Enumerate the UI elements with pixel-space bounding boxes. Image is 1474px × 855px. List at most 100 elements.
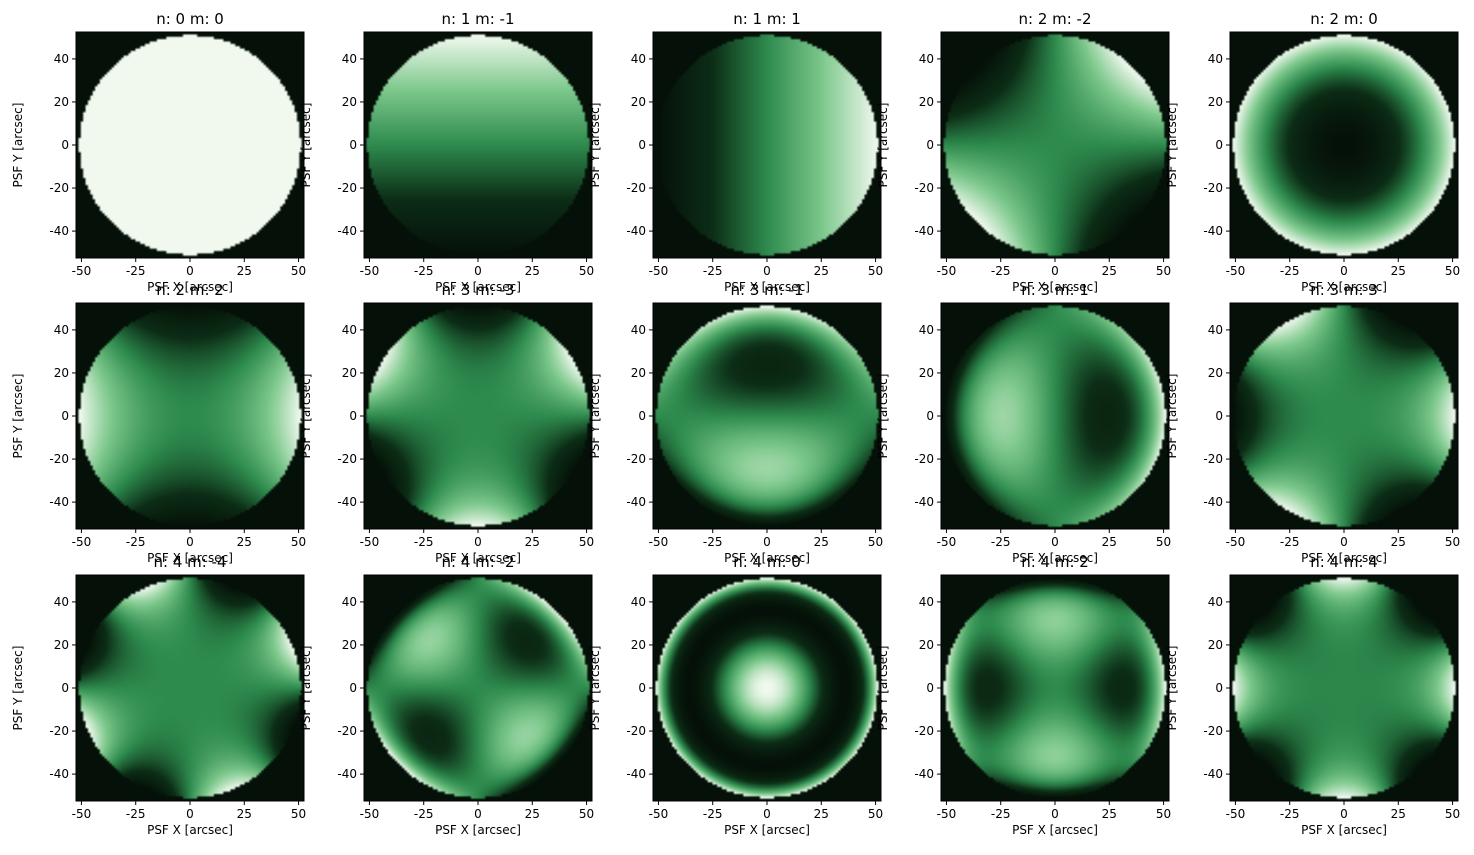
subplot-title: n: 3 m: 3 bbox=[1310, 281, 1378, 299]
x-axis-label: PSF X [arcsec] bbox=[435, 280, 521, 294]
x-tick-label: 25 bbox=[237, 535, 252, 549]
y-axis-label: PSF Y [arcsec] bbox=[876, 646, 890, 731]
y-tick-label: -20 bbox=[1203, 452, 1223, 466]
zernike-heatmap bbox=[364, 575, 592, 801]
zernike-heatmap bbox=[653, 575, 881, 801]
y-tick-label: 20 bbox=[631, 638, 646, 652]
x-tick-label: -25 bbox=[991, 807, 1011, 821]
x-axis-label: PSF X [arcsec] bbox=[724, 551, 810, 565]
y-axis-label: PSF Y [arcsec] bbox=[299, 646, 313, 731]
y-tick-label: -20 bbox=[49, 181, 69, 195]
y-tick-label: 20 bbox=[342, 638, 357, 652]
x-tick-label: 0 bbox=[1051, 264, 1059, 278]
x-tick-label: 0 bbox=[763, 264, 771, 278]
y-tick-label: -40 bbox=[914, 495, 934, 509]
x-tick-label: -25 bbox=[126, 264, 146, 278]
x-tick-label: 50 bbox=[868, 264, 883, 278]
y-axis-label: PSF Y [arcsec] bbox=[1165, 374, 1179, 459]
subplot-title: n: 4 m: 4 bbox=[1310, 553, 1378, 571]
y-tick-label: -40 bbox=[49, 767, 69, 781]
x-tick-label: 50 bbox=[579, 264, 594, 278]
x-tick-label: 0 bbox=[763, 535, 771, 549]
y-tick-label: 0 bbox=[638, 409, 646, 423]
y-tick-label: 20 bbox=[54, 366, 69, 380]
zernike-heatmap bbox=[941, 303, 1169, 529]
subplot: -50 -25 0 25 50 -40 -20 0 20 40 PSF X [arcsec] PSF … bbox=[876, 281, 1171, 565]
x-tick-label: 0 bbox=[186, 535, 194, 549]
y-tick-label: -40 bbox=[337, 224, 357, 238]
x-axis-label: PSF X [arcsec] bbox=[1301, 280, 1387, 294]
y-tick-label: 0 bbox=[61, 681, 69, 695]
y-tick-label: -40 bbox=[337, 495, 357, 509]
x-axis-label: PSF X [arcsec] bbox=[435, 551, 521, 565]
subplot: -50 -25 0 25 50 -40 -20 0 20 40 PSF X [arcsec] PSF … bbox=[299, 10, 594, 294]
y-tick-label: 20 bbox=[919, 95, 934, 109]
x-tick-label: 25 bbox=[1102, 807, 1117, 821]
subplot: -50 -25 0 25 50 -40 -20 0 20 40 PSF X [arcsec] PSF … bbox=[588, 553, 883, 837]
subplot-title: n: 4 m: -2 bbox=[441, 553, 514, 571]
x-tick-label: -25 bbox=[1280, 264, 1300, 278]
x-tick-label: 25 bbox=[814, 535, 829, 549]
x-tick-label: -50 bbox=[1226, 535, 1246, 549]
x-tick-label: 25 bbox=[237, 264, 252, 278]
x-tick-label: -50 bbox=[1226, 807, 1246, 821]
x-axis-label: PSF X [arcsec] bbox=[1012, 280, 1098, 294]
y-tick-label: 20 bbox=[54, 638, 69, 652]
zernike-heatmap bbox=[941, 32, 1169, 258]
y-tick-label: 0 bbox=[1215, 681, 1223, 695]
zernike-heatmap bbox=[364, 32, 592, 258]
x-tick-label: 0 bbox=[474, 264, 482, 278]
y-tick-label: 20 bbox=[919, 638, 934, 652]
y-tick-label: 0 bbox=[61, 138, 69, 152]
x-tick-label: -50 bbox=[360, 807, 380, 821]
subplot: -50 -25 0 25 50 -40 -20 0 20 40 PSF X [arcsec] PSF … bbox=[11, 10, 306, 294]
y-tick-label: -40 bbox=[1203, 224, 1223, 238]
y-axis-label: PSF Y [arcsec] bbox=[1165, 103, 1179, 188]
y-tick-label: -20 bbox=[337, 181, 357, 195]
x-tick-label: 50 bbox=[868, 535, 883, 549]
y-tick-label: 20 bbox=[919, 366, 934, 380]
y-tick-label: 0 bbox=[926, 138, 934, 152]
y-tick-label: -40 bbox=[49, 224, 69, 238]
subplot: -50 -25 0 25 50 -40 -20 0 20 40 PSF X [arcsec] PSF … bbox=[299, 553, 594, 837]
y-axis-label: PSF Y [arcsec] bbox=[588, 374, 602, 459]
y-tick-label: -40 bbox=[1203, 767, 1223, 781]
zernike-heatmap bbox=[941, 575, 1169, 801]
y-tick-label: 20 bbox=[1208, 638, 1223, 652]
x-tick-label: -50 bbox=[937, 264, 957, 278]
x-tick-label: 0 bbox=[763, 807, 771, 821]
y-tick-label: 40 bbox=[919, 52, 934, 66]
x-tick-label: 50 bbox=[1445, 807, 1460, 821]
y-tick-label: 0 bbox=[638, 681, 646, 695]
y-axis-label: PSF Y [arcsec] bbox=[11, 374, 25, 459]
x-tick-label: 25 bbox=[814, 264, 829, 278]
subplot: -50 -25 0 25 50 -40 -20 0 20 40 PSF X [arcsec] PSF … bbox=[876, 10, 1171, 294]
x-tick-label: 25 bbox=[525, 264, 540, 278]
y-tick-label: -20 bbox=[626, 724, 646, 738]
x-tick-label: 50 bbox=[1156, 535, 1171, 549]
subplot: -50 -25 0 25 50 -40 -20 0 20 40 PSF X [arcsec] PSF … bbox=[876, 553, 1171, 837]
subplot-title: n: 1 m: 1 bbox=[733, 10, 801, 28]
x-axis-label: PSF X [arcsec] bbox=[1301, 551, 1387, 565]
y-tick-label: 0 bbox=[638, 138, 646, 152]
x-tick-label: 0 bbox=[186, 807, 194, 821]
x-tick-label: 50 bbox=[579, 807, 594, 821]
subplot: -50 -25 0 25 50 -40 -20 0 20 40 PSF X [arcsec] PSF … bbox=[588, 281, 883, 565]
zernike-heatmap bbox=[1230, 303, 1458, 529]
y-tick-label: 20 bbox=[342, 366, 357, 380]
x-tick-label: 25 bbox=[1391, 535, 1406, 549]
x-axis-label: PSF X [arcsec] bbox=[1012, 823, 1098, 837]
y-axis-label: PSF Y [arcsec] bbox=[299, 103, 313, 188]
x-tick-label: 50 bbox=[1445, 264, 1460, 278]
y-axis-label: PSF Y [arcsec] bbox=[299, 374, 313, 459]
y-tick-label: -40 bbox=[626, 767, 646, 781]
x-tick-label: 0 bbox=[474, 807, 482, 821]
y-tick-label: -20 bbox=[626, 452, 646, 466]
y-tick-label: -40 bbox=[914, 767, 934, 781]
y-tick-label: -40 bbox=[626, 224, 646, 238]
y-tick-label: 40 bbox=[919, 595, 934, 609]
y-axis-label: PSF Y [arcsec] bbox=[588, 646, 602, 731]
y-tick-label: 40 bbox=[54, 52, 69, 66]
y-tick-label: 0 bbox=[1215, 409, 1223, 423]
x-tick-label: 0 bbox=[1340, 264, 1348, 278]
